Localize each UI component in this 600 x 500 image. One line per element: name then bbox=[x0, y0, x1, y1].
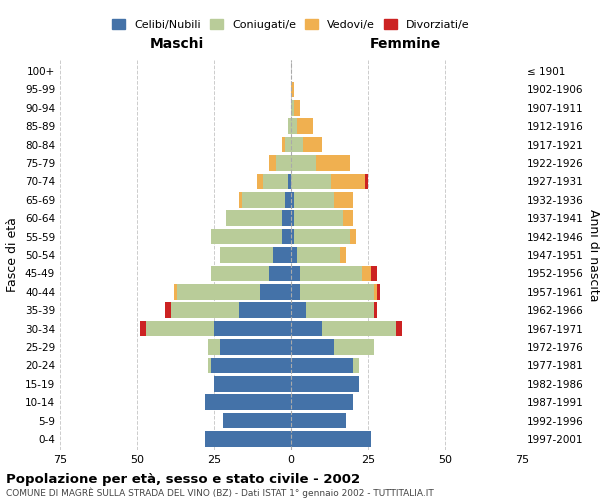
Bar bbox=[291, 137, 304, 152]
Bar bbox=[288, 118, 291, 134]
Bar bbox=[242, 192, 285, 208]
Bar bbox=[214, 321, 291, 336]
Y-axis label: Anni di nascita: Anni di nascita bbox=[587, 209, 600, 301]
Bar bbox=[171, 302, 239, 318]
Bar bbox=[362, 266, 371, 281]
Bar bbox=[350, 229, 356, 244]
Bar bbox=[282, 210, 291, 226]
Bar bbox=[291, 302, 307, 318]
Bar bbox=[294, 210, 343, 226]
Bar bbox=[239, 302, 291, 318]
Bar bbox=[294, 192, 334, 208]
Bar bbox=[223, 412, 291, 428]
Bar bbox=[291, 266, 300, 281]
Bar bbox=[211, 358, 291, 373]
Bar bbox=[205, 394, 291, 410]
Bar bbox=[177, 284, 260, 300]
Bar bbox=[282, 137, 285, 152]
Bar bbox=[297, 247, 340, 263]
Bar bbox=[269, 155, 275, 171]
Bar bbox=[340, 247, 346, 263]
Bar bbox=[220, 339, 291, 355]
Bar bbox=[146, 321, 214, 336]
Bar bbox=[291, 118, 297, 134]
Bar bbox=[331, 174, 365, 189]
Bar bbox=[214, 376, 291, 392]
Bar bbox=[226, 210, 282, 226]
Bar bbox=[208, 339, 220, 355]
Bar bbox=[343, 210, 353, 226]
Bar bbox=[291, 394, 353, 410]
Bar bbox=[294, 229, 350, 244]
Bar bbox=[260, 284, 291, 300]
Bar bbox=[291, 358, 353, 373]
Y-axis label: Fasce di età: Fasce di età bbox=[7, 218, 19, 292]
Bar bbox=[291, 376, 359, 392]
Bar bbox=[291, 210, 294, 226]
Bar bbox=[353, 358, 359, 373]
Bar bbox=[291, 412, 346, 428]
Bar bbox=[304, 137, 322, 152]
Text: Maschi: Maschi bbox=[150, 37, 204, 51]
Bar bbox=[307, 302, 374, 318]
Bar bbox=[165, 302, 171, 318]
Text: Femmine: Femmine bbox=[370, 37, 440, 51]
Bar bbox=[282, 229, 291, 244]
Bar bbox=[334, 192, 353, 208]
Bar bbox=[275, 155, 291, 171]
Bar bbox=[220, 247, 272, 263]
Bar bbox=[291, 339, 334, 355]
Bar bbox=[269, 266, 291, 281]
Bar bbox=[291, 321, 322, 336]
Bar bbox=[300, 266, 362, 281]
Bar bbox=[211, 266, 269, 281]
Bar bbox=[291, 100, 294, 116]
Bar bbox=[208, 358, 211, 373]
Bar bbox=[291, 82, 294, 98]
Bar bbox=[263, 174, 288, 189]
Bar bbox=[371, 266, 377, 281]
Bar bbox=[334, 339, 374, 355]
Bar bbox=[396, 321, 402, 336]
Bar bbox=[257, 174, 263, 189]
Bar bbox=[365, 174, 368, 189]
Bar bbox=[374, 284, 377, 300]
Text: Popolazione per età, sesso e stato civile - 2002: Popolazione per età, sesso e stato civil… bbox=[6, 472, 360, 486]
Bar bbox=[288, 174, 291, 189]
Bar bbox=[291, 431, 371, 447]
Legend: Celibi/Nubili, Coniugati/e, Vedovi/e, Divorziati/e: Celibi/Nubili, Coniugati/e, Vedovi/e, Di… bbox=[108, 15, 474, 34]
Bar bbox=[291, 229, 294, 244]
Bar bbox=[291, 284, 300, 300]
Bar bbox=[285, 137, 291, 152]
Bar bbox=[300, 284, 374, 300]
Bar bbox=[294, 100, 300, 116]
Bar bbox=[272, 247, 291, 263]
Bar bbox=[140, 321, 146, 336]
Bar bbox=[374, 302, 377, 318]
Bar bbox=[291, 174, 331, 189]
Bar bbox=[297, 118, 313, 134]
Bar bbox=[377, 284, 380, 300]
Bar bbox=[291, 155, 316, 171]
Text: COMUNE DI MAGRÈ SULLA STRADA DEL VINO (BZ) - Dati ISTAT 1° gennaio 2002 - TUTTIT: COMUNE DI MAGRÈ SULLA STRADA DEL VINO (B… bbox=[6, 488, 434, 498]
Bar bbox=[291, 247, 297, 263]
Bar bbox=[239, 192, 242, 208]
Bar bbox=[291, 192, 294, 208]
Bar bbox=[316, 155, 350, 171]
Bar bbox=[285, 192, 291, 208]
Bar bbox=[205, 431, 291, 447]
Bar bbox=[174, 284, 177, 300]
Bar bbox=[322, 321, 396, 336]
Bar bbox=[211, 229, 282, 244]
